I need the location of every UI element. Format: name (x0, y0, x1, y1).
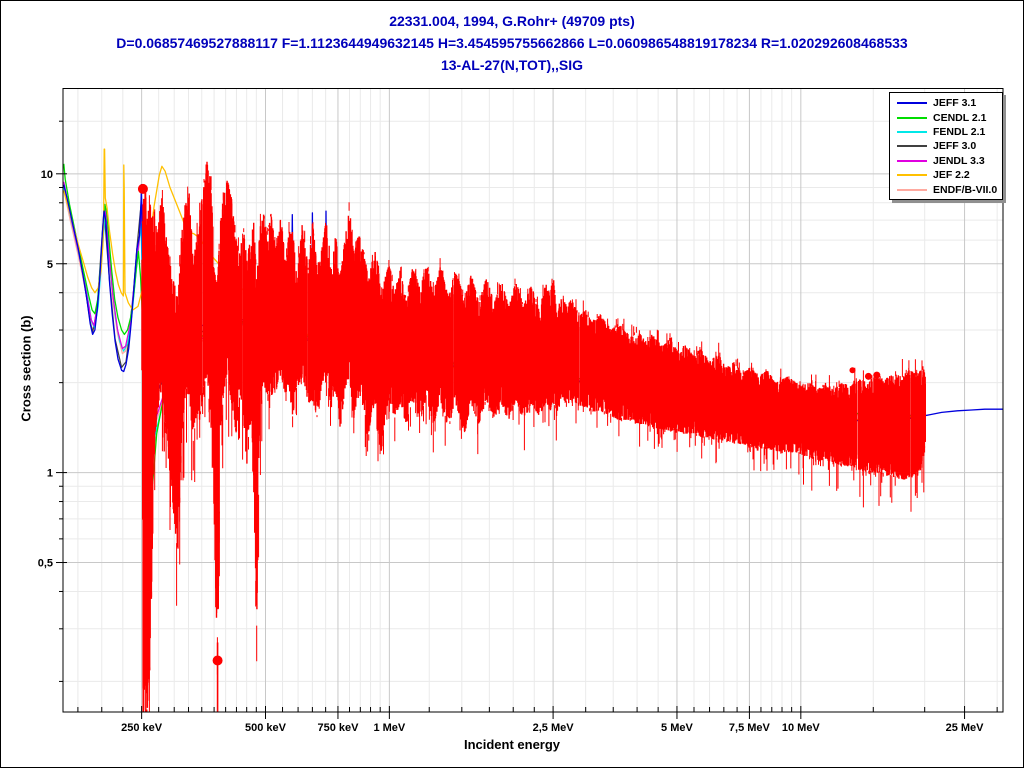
legend-label: FENDL 2.1 (933, 125, 986, 138)
y-tick-label: 5 (47, 259, 53, 271)
x-tick-label: 2,5 MeV (533, 722, 575, 734)
legend-label: JEFF 3.0 (933, 140, 977, 153)
x-tick-label: 5 MeV (661, 722, 693, 734)
data-point-blob (212, 655, 223, 666)
legend-entry: JEF 2.2 (890, 168, 1002, 182)
data-point-blob (864, 372, 872, 380)
experimental-data-points (137, 161, 926, 712)
y-tick-label: 0,5 (38, 558, 53, 570)
data-band (141, 161, 926, 711)
legend-label: JENDL 3.3 (933, 154, 985, 167)
x-axis-label: Incident energy (463, 737, 561, 752)
axes: 250 keV 500 keV 750 keV 1 MeV 2,5 MeV 5 MeV 7,… (38, 88, 1004, 734)
x-tick-label: 25 MeV (946, 722, 985, 734)
x-tick-label: 10 MeV (782, 722, 821, 734)
x-tick-label: 500 keV (245, 722, 287, 734)
legend-entry: FENDL 2.1 (890, 125, 1002, 139)
legend-entry: CENDL 2.1 (890, 110, 1002, 124)
legend-label: CENDL 2.1 (933, 111, 987, 124)
x-tick-label: 750 keV (317, 722, 359, 734)
legend-entry: JEFF 3.1 (890, 96, 1002, 110)
legend-line-swatch (897, 174, 927, 177)
legend-entry: JENDL 3.3 (890, 154, 1002, 168)
legend-line-swatch (897, 159, 927, 162)
legend: JEFF 3.1 CENDL 2.1 FENDL 2.1 JEFF 3.0 JENDL … (889, 92, 1003, 200)
legend-line-swatch (897, 145, 927, 148)
legend-entry: ENDF/B-VII.0 (890, 182, 1002, 196)
legend-label: JEF 2.2 (933, 169, 970, 182)
legend-line-swatch (897, 102, 927, 105)
legend-line-swatch (897, 116, 927, 119)
y-tick-label: 10 (41, 169, 53, 181)
title-statistics: D=0.06857469527888117 F=1.11236449496321… (116, 35, 908, 51)
data-point-blob (849, 367, 856, 374)
legend-line-swatch (897, 188, 927, 191)
x-tick-label: 7,5 MeV (729, 722, 771, 734)
legend-label: ENDF/B-VII.0 (933, 183, 998, 196)
title-exfor-entry: 22331.004, 1994, G.Rohr+ (49709 pts) (389, 13, 635, 29)
data-point-blob (137, 183, 148, 194)
x-tick-label: 250 keV (121, 722, 163, 734)
title-reaction: 13-AL-27(N,TOT),,SIG (440, 57, 584, 73)
legend-label: JEFF 3.1 (933, 97, 977, 110)
data-point-blob (873, 371, 881, 379)
legend-entry: JEFF 3.0 (890, 139, 1002, 153)
y-axis-label: Cross section (b) (18, 315, 34, 422)
legend-line-swatch (897, 130, 927, 133)
x-tick-label: 1 MeV (373, 722, 405, 734)
y-tick-label: 1 (47, 468, 53, 480)
